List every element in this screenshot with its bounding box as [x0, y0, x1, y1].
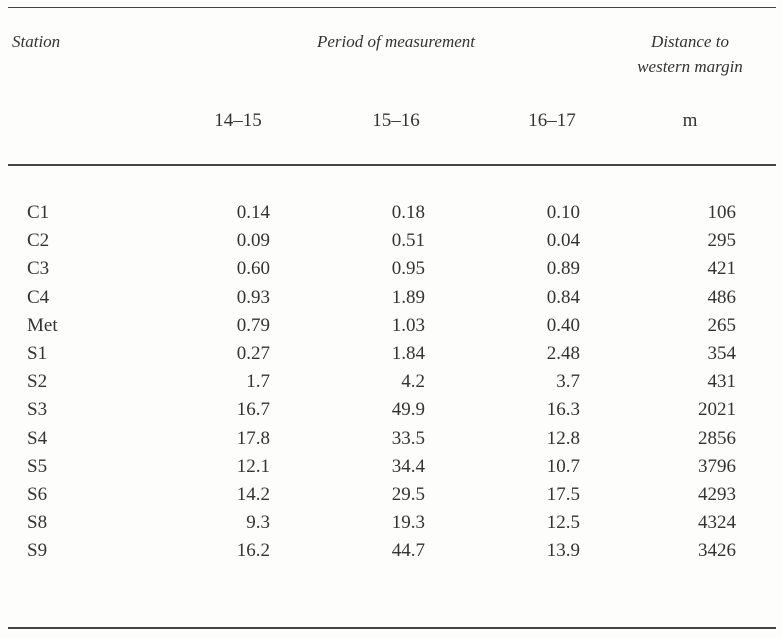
value-cell: 0.09: [236, 230, 270, 252]
value-cell: 17.8: [236, 427, 270, 449]
column-subheader: 16–17: [528, 110, 576, 131]
value-cell: 1.89: [391, 286, 425, 308]
station-cell: S3: [27, 399, 48, 421]
value-cell: 0.10: [546, 202, 580, 223]
station-cell: S8: [27, 512, 48, 534]
value-cell: 17.5: [546, 484, 580, 505]
value-cell: 295: [707, 230, 737, 252]
value-cell: 14.2: [236, 484, 270, 505]
value-cell: 44.7: [391, 540, 425, 562]
station-cell: S6: [27, 484, 48, 505]
value-cell: 34.4: [391, 455, 425, 477]
value-cell: 16.2: [236, 540, 270, 562]
value-cell: 0.51: [391, 230, 425, 252]
value-cell: 431: [707, 371, 737, 393]
value-cell: 9.3: [246, 512, 270, 534]
value-cell: 0.93: [236, 286, 270, 308]
value-cell: 2021: [698, 399, 736, 421]
station-cell: C4: [27, 286, 50, 308]
value-cell: 49.9: [391, 399, 425, 421]
value-cell: 0.27: [236, 343, 270, 364]
value-cell: 16.7: [236, 399, 270, 421]
value-cell: 2856: [698, 427, 736, 449]
value-cell: 4324: [698, 512, 736, 534]
value-cell: 19.3: [391, 512, 425, 534]
value-cell: 10.7: [546, 455, 580, 477]
value-cell: 0.89: [546, 258, 580, 280]
value-cell: 3.7: [556, 371, 580, 393]
value-cell: 486: [707, 286, 737, 308]
value-cell: 29.5: [391, 484, 425, 505]
value-cell: 13.9: [546, 540, 580, 562]
value-cell: 16.3: [546, 399, 580, 421]
period-header: Period of measurement: [316, 32, 476, 51]
value-cell: 1.03: [391, 314, 425, 336]
column-subheader: 14–15: [214, 110, 262, 131]
value-cell: 12.8: [546, 427, 580, 449]
station-cell: Met: [27, 314, 58, 336]
value-cell: 0.04: [546, 230, 580, 252]
bottom-rule: [8, 627, 776, 629]
value-cell: 3426: [698, 540, 736, 562]
distance-header: western margin: [637, 57, 743, 76]
value-cell: 0.14: [236, 202, 270, 223]
value-cell: 12.5: [546, 512, 580, 534]
station-cell: S1: [27, 343, 48, 364]
column-subheader: 15–16: [372, 110, 420, 131]
station-cell: C1: [27, 202, 50, 223]
value-cell: 33.5: [391, 427, 425, 449]
value-cell: 0.18: [391, 202, 425, 223]
value-cell: 0.60: [236, 258, 270, 280]
station-header: Station: [12, 32, 61, 51]
station-cell: S5: [27, 455, 48, 477]
top-rule: [8, 7, 776, 8]
distance-header: Distance to: [651, 32, 729, 51]
value-cell: 0.40: [546, 314, 580, 336]
station-cell: C3: [27, 258, 50, 280]
header-rule: [8, 164, 776, 166]
value-cell: 1.84: [391, 343, 425, 364]
value-cell: 4.2: [401, 371, 425, 393]
station-cell: S2: [27, 371, 48, 393]
value-cell: 3796: [698, 455, 736, 477]
value-cell: 1.7: [246, 371, 270, 393]
value-cell: 0.84: [546, 286, 580, 308]
value-cell: 106: [707, 202, 737, 223]
value-cell: 12.1: [236, 455, 270, 477]
value-cell: 354: [707, 343, 737, 364]
station-cell: S9: [27, 540, 48, 562]
station-cell: S4: [27, 427, 48, 449]
value-cell: 0.95: [391, 258, 425, 280]
value-cell: 421: [707, 258, 737, 280]
value-cell: 0.79: [236, 314, 270, 336]
station-cell: C2: [27, 230, 50, 252]
value-cell: 2.48: [546, 343, 580, 364]
column-subheader: m: [682, 110, 698, 131]
value-cell: 265: [707, 314, 737, 336]
value-cell: 4293: [698, 484, 736, 505]
